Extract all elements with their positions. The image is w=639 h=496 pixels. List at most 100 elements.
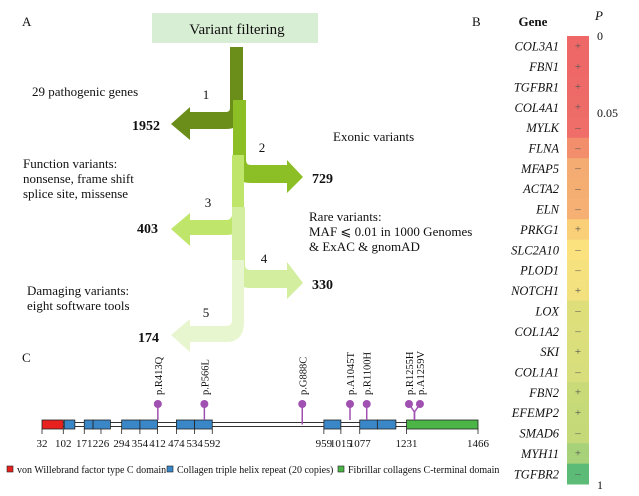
axis-tick-label: 592 (204, 438, 221, 450)
gene-name: ELN (535, 203, 560, 217)
gene-name: FLNA (527, 141, 559, 155)
collagen-repeat-domain (83, 419, 94, 430)
direction-sign: + (575, 102, 581, 114)
count-step-1: 1952 (132, 119, 160, 134)
p-scale-mid: 0.05 (597, 106, 618, 120)
panel-b-label: B (472, 14, 481, 29)
p-value-cell (567, 36, 589, 57)
domain-legend: von Willebrand factor type C domain Colla… (6, 465, 499, 476)
gene-name: SKI (540, 345, 560, 359)
criterion-3-line-3: splice site, missense (23, 186, 128, 201)
criterion-4-line-1: Rare variants: (309, 209, 382, 224)
mutation-marker (345, 400, 354, 408)
direction-sign: – (574, 122, 581, 134)
criterion-2: Exonic variants (333, 129, 414, 144)
gene-name: COL3A1 (515, 40, 559, 54)
direction-sign: – (574, 183, 581, 195)
gene-name: LOX (534, 304, 560, 318)
axis-tick-label: 1015 (330, 438, 353, 450)
direction-sign: + (575, 285, 581, 297)
gene-name: MYH11 (520, 447, 559, 461)
panel-a-label: A (22, 14, 32, 29)
p-value-cell (567, 280, 589, 302)
step-number-4: 4 (261, 251, 268, 266)
criterion-4-line-2: MAF ⩽ 0.01 in 1000 Genomes (309, 224, 472, 239)
direction-sign: – (574, 366, 581, 378)
p-value-label: P (594, 8, 603, 23)
direction-sign: + (575, 224, 581, 236)
count-step-5: 174 (138, 331, 159, 346)
gene-column-header: Gene (519, 14, 548, 29)
flow-title: Variant filtering (189, 22, 285, 38)
axis-tick-label: 1077 (349, 438, 372, 450)
gene-name: FBN2 (528, 386, 559, 400)
legend-label: von Willebrand factor type C domain (17, 465, 166, 476)
gene-row: FBN2 + (528, 382, 589, 404)
p-value-cell (567, 219, 589, 241)
mutation-marker (153, 400, 162, 408)
p-scale-top: 0 (597, 29, 603, 43)
legend-swatch (166, 465, 174, 473)
flow-arrow-3 (171, 155, 244, 246)
criterion-3-line-1: Function variants: (23, 156, 117, 171)
axis-tick-label: 1466 (467, 438, 490, 450)
panel-b-gene-pvalue-heatmap: B Gene P 0 0.05 1 COL3A1 +FBN1 +TGFBR1 +COL… (472, 8, 618, 492)
axis-tick-label: 534 (186, 438, 203, 450)
mutation-marker (200, 400, 209, 408)
mutation-marker (404, 400, 413, 408)
p-scale-bottom: 1 (597, 478, 603, 492)
direction-sign: + (575, 387, 581, 399)
gene-row: COL3A1 + (515, 36, 589, 57)
panel-c-protein-domain-map: C 32 102 171 226 294 354 412 474 534 592 959101510… (6, 350, 499, 476)
gene-name: SLC2A10 (511, 243, 560, 257)
direction-sign: + (575, 40, 581, 52)
criterion-1: 29 pathogenic genes (32, 84, 138, 99)
collagen-repeat-domain (359, 419, 378, 430)
direction-sign: – (574, 305, 581, 317)
panel-c-label: C (22, 350, 31, 365)
fibrillar-c-terminal-domain (406, 419, 479, 430)
p-value-cell (567, 239, 589, 261)
axis-tick-label: 294 (113, 438, 130, 450)
gene-row: MYH11 + (520, 443, 589, 465)
legend-item: von Willebrand factor type C domain (6, 465, 166, 476)
gene-row: PRKG1 + (519, 219, 589, 241)
step-number-2: 2 (259, 140, 266, 155)
collagen-repeat-domain (323, 419, 342, 430)
collagen-repeat-domain (194, 419, 213, 430)
gene-name: MFAP5 (520, 162, 559, 176)
p-value-cell (567, 260, 589, 281)
gene-name: PRKG1 (519, 223, 559, 237)
axis-tick-label: 412 (149, 438, 166, 450)
gene-name: TGFBR2 (514, 467, 559, 481)
gene-name: NOTCH1 (510, 284, 559, 298)
p-value-cell (567, 382, 589, 404)
direction-sign: + (575, 448, 581, 460)
mutation-marker (298, 400, 307, 408)
axis-tick-label: 474 (168, 438, 185, 450)
p-value-cell (567, 463, 589, 485)
gene-row: MYLK – (525, 117, 589, 139)
p-value-cell (567, 341, 589, 363)
title-box (152, 13, 318, 43)
p-value-cell (567, 158, 589, 180)
vwc-domain (41, 419, 64, 430)
gene-row: COL4A1 + (515, 97, 589, 118)
mutation-lollipop: p.P566L (200, 359, 211, 420)
gene-name: ACTA2 (522, 182, 559, 196)
mutation-marker (362, 400, 371, 408)
mutation-label: p.A1045T (346, 352, 357, 395)
panel-a-variant-filtering: A Variant filtering 1 2 3 4 5 1952 729 4… (22, 13, 472, 352)
direction-sign: – (574, 203, 581, 215)
gene-name: FBN1 (528, 60, 559, 74)
direction-sign: + (575, 81, 581, 93)
criterion-5-line-2: eight software tools (27, 298, 130, 313)
direction-sign: – (574, 468, 581, 480)
gene-row: SLC2A10 – (511, 239, 589, 261)
p-value-cell (567, 117, 589, 139)
collagen-repeat-domain (139, 419, 158, 430)
axis-tick-label: 102 (55, 438, 72, 450)
count-step-4: 330 (312, 278, 333, 293)
gene-row: EFEMP2 + (511, 402, 589, 424)
